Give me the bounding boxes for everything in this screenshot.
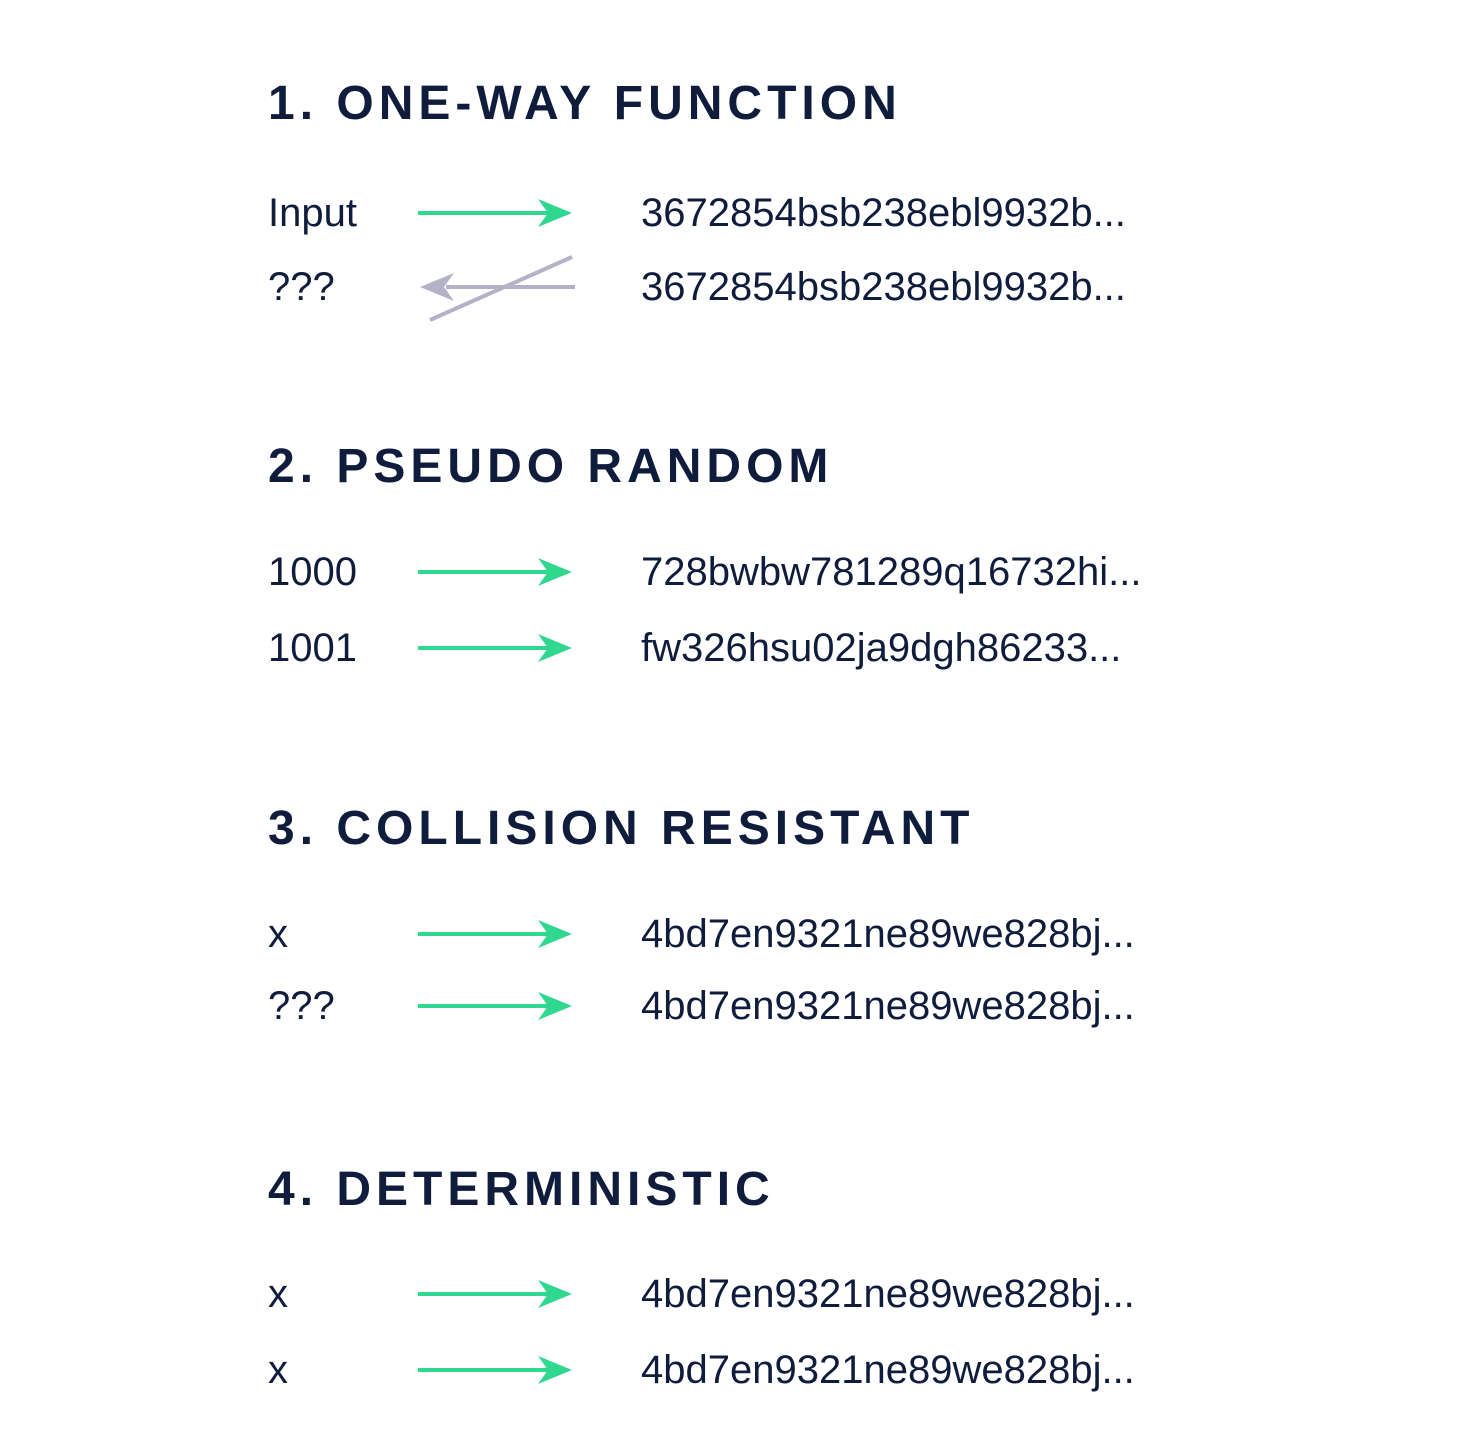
forward-arrow-icon (418, 920, 572, 948)
hash-output: fw326hsu02ja9dgh86233... (641, 626, 1122, 670)
forward-arrow-icon (418, 1356, 572, 1384)
input-value: ??? (268, 265, 335, 309)
forward-arrow-icon (418, 199, 572, 227)
hash-output: 4bd7en9321ne89we828bj... (641, 1272, 1135, 1316)
hash-output: 728bwbw781289q16732hi... (641, 550, 1142, 594)
input-value: ??? (268, 984, 335, 1028)
input-value: x (268, 1272, 288, 1316)
mapping-row: x 4bd7en9321ne89we828bj... (0, 904, 1471, 964)
section-title-deterministic: 4. DETERMINISTIC (268, 1163, 775, 1216)
mapping-row: x 4bd7en9321ne89we828bj... (0, 1264, 1471, 1324)
section-title-collision-resistant: 3. COLLISION RESISTANT (268, 802, 975, 855)
section-title-one-way-function: 1. ONE-WAY FUNCTION (268, 77, 902, 130)
forward-arrow-icon (418, 558, 572, 586)
mapping-row: 1000 728bwbw781289q16732hi... (0, 542, 1471, 602)
hash-output: 4bd7en9321ne89we828bj... (641, 1348, 1135, 1392)
hash-output: 4bd7en9321ne89we828bj... (641, 912, 1135, 956)
forward-arrow-icon (418, 1280, 572, 1308)
mapping-row: x 4bd7en9321ne89we828bj... (0, 1340, 1471, 1400)
mapping-row: ??? 3672854bsb238ebl9932b... (0, 255, 1471, 322)
input-value: x (268, 1348, 288, 1392)
input-value: 1001 (268, 626, 357, 670)
crossed-reverse-arrow-icon (420, 255, 575, 322)
hash-output: 3672854bsb238ebl9932b... (641, 265, 1126, 309)
input-value: Input (268, 191, 357, 235)
mapping-row: ??? 4bd7en9321ne89we828bj... (0, 976, 1471, 1036)
input-value: x (268, 912, 288, 956)
mapping-row: Input 3672854bsb238ebl9932b... (0, 183, 1471, 243)
input-value: 1000 (268, 550, 357, 594)
hash-output: 3672854bsb238ebl9932b... (641, 191, 1126, 235)
forward-arrow-icon (418, 634, 572, 662)
section-title-pseudo-random: 2. PSEUDO RANDOM (268, 440, 834, 493)
mapping-row: 1001 fw326hsu02ja9dgh86233... (0, 618, 1471, 678)
forward-arrow-icon (418, 992, 572, 1020)
hash-output: 4bd7en9321ne89we828bj... (641, 984, 1135, 1028)
